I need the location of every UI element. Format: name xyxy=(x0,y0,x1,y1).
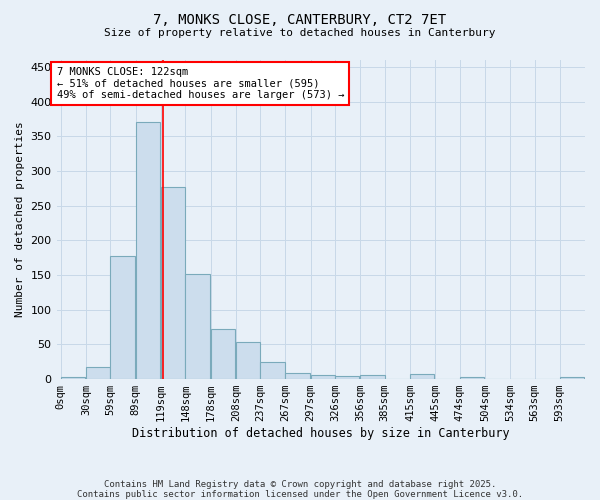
Bar xyxy=(211,329,235,379)
Y-axis label: Number of detached properties: Number of detached properties xyxy=(15,122,25,318)
Bar xyxy=(161,187,185,379)
Text: Contains public sector information licensed under the Open Government Licence v3: Contains public sector information licen… xyxy=(77,490,523,499)
Bar xyxy=(136,122,160,379)
Bar xyxy=(286,373,310,379)
Text: Size of property relative to detached houses in Canterbury: Size of property relative to detached ho… xyxy=(104,28,496,38)
Bar xyxy=(560,377,584,379)
Bar xyxy=(460,377,484,379)
Bar xyxy=(61,377,85,379)
Bar xyxy=(335,376,359,379)
Text: 7 MONKS CLOSE: 122sqm
← 51% of detached houses are smaller (595)
49% of semi-det: 7 MONKS CLOSE: 122sqm ← 51% of detached … xyxy=(56,67,344,100)
Bar xyxy=(86,366,110,379)
Bar xyxy=(410,374,434,379)
Text: Contains HM Land Registry data © Crown copyright and database right 2025.: Contains HM Land Registry data © Crown c… xyxy=(104,480,496,489)
Text: 7, MONKS CLOSE, CANTERBURY, CT2 7ET: 7, MONKS CLOSE, CANTERBURY, CT2 7ET xyxy=(154,12,446,26)
Bar xyxy=(361,375,385,379)
Bar xyxy=(260,362,284,379)
Bar xyxy=(236,342,260,379)
Bar xyxy=(110,256,135,379)
Bar xyxy=(311,375,335,379)
Bar xyxy=(185,274,209,379)
X-axis label: Distribution of detached houses by size in Canterbury: Distribution of detached houses by size … xyxy=(132,427,509,440)
